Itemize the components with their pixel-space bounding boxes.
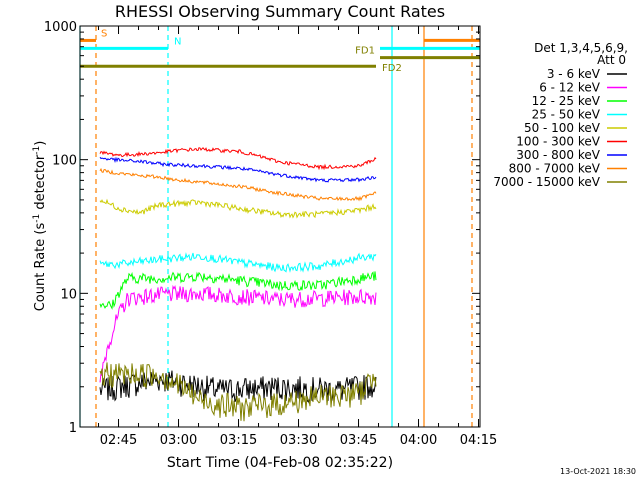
series-line-0 (99, 370, 377, 405)
legend-header-line2: Att 0 (597, 53, 626, 67)
series-line-8 (99, 362, 377, 422)
x-tick-label-6: 04:15 (460, 433, 497, 448)
x-tick-label-4: 03:45 (340, 433, 377, 448)
y-axis-label: Count Rate (s-1 detector-1) (32, 141, 48, 312)
x-axis-label: Start Time (04-Feb-08 02:35:22) (167, 455, 393, 471)
chart-title: RHESSI Observing Summary Count Rates (115, 2, 445, 21)
y-axis-label-sup2: -1 (32, 146, 42, 155)
axis-layer: 1 10 100 1000 02:45 03:00 03:15 03:30 03:45 04:00… (44, 20, 497, 448)
series-line-5 (99, 147, 377, 171)
legend-label-4: 50 - 100 keV (524, 121, 601, 135)
legend-label-2: 12 - 25 keV (532, 94, 601, 108)
series-line-2 (99, 271, 377, 310)
y-tick-label-2: 100 (52, 154, 77, 169)
y-axis-label-main: Count Rate (s (33, 223, 48, 312)
legend-label-0: 3 - 6 keV (547, 67, 601, 81)
x-tick-label-0: 02:45 (100, 433, 137, 448)
legend-label-1: 6 - 12 keV (539, 81, 601, 95)
state-label-3: FD2 (382, 63, 402, 74)
y-tick-label-1: 10 (60, 287, 77, 302)
legend-label-8: 7000 - 15000 keV (493, 175, 600, 189)
x-tick-label-1: 03:00 (160, 433, 197, 448)
y-tick-label-0: 1 (69, 421, 77, 436)
legend-label-5: 100 - 300 keV (516, 135, 600, 149)
data-layer: S N FD1 FD2 (79, 26, 480, 427)
timestamp: 13-Oct-2021 18:30 (560, 467, 636, 476)
y-axis-label-mid: detector (33, 154, 48, 214)
series-line-4 (99, 198, 377, 219)
y-axis-label-sup1: -1 (32, 214, 42, 223)
state-label-1: N (174, 36, 181, 47)
x-tick-label-2: 03:15 (220, 433, 257, 448)
y-tick-label-3: 1000 (44, 20, 77, 35)
x-tick-label-3: 03:30 (280, 433, 317, 448)
legend-label-7: 800 - 7000 keV (509, 162, 601, 176)
y-axis-label-end: ) (33, 141, 48, 146)
plot-frame (79, 25, 481, 428)
series-line-6 (99, 156, 377, 183)
legend-label-3: 25 - 50 keV (532, 108, 601, 122)
series-line-3 (99, 252, 377, 273)
state-label-0: S (101, 28, 107, 39)
series-line-7 (99, 167, 377, 202)
x-tick-label-5: 04:00 (400, 433, 437, 448)
legend-label-6: 300 - 800 keV (516, 148, 600, 162)
legend-header-line1: Det 1,3,4,5,6,9, (534, 41, 628, 55)
state-label-2: FD1 (355, 46, 375, 57)
series-line-1 (99, 284, 377, 383)
